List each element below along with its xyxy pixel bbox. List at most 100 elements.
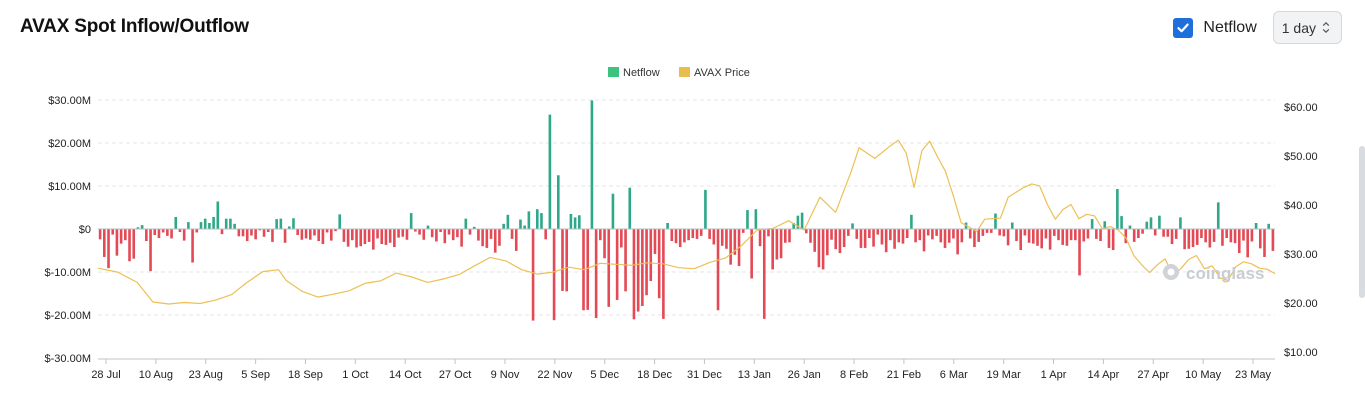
x-tick-label: 27 Oct bbox=[439, 369, 471, 381]
x-tick-label: 10 Aug bbox=[139, 369, 173, 381]
netflow-bar bbox=[1095, 229, 1098, 239]
netflow-bar bbox=[145, 229, 148, 242]
netflow-bar bbox=[926, 229, 930, 236]
netflow-bar bbox=[418, 229, 421, 235]
netflow-bar bbox=[620, 229, 623, 248]
interval-select[interactable]: 1 day bbox=[1272, 11, 1342, 44]
netflow-bar bbox=[149, 229, 152, 272]
netflow-bar bbox=[1002, 229, 1006, 237]
netflow-bar bbox=[510, 229, 514, 239]
x-tick-label: 22 Nov bbox=[537, 369, 572, 381]
netflow-bar bbox=[245, 229, 249, 242]
netflow-checkbox-label[interactable]: Netflow bbox=[1203, 18, 1257, 36]
netflow-bar bbox=[519, 219, 522, 229]
y-left-tick-label: $20.00M bbox=[48, 138, 91, 150]
netflow-bar bbox=[960, 229, 964, 243]
netflow-bar bbox=[136, 227, 140, 229]
netflow-bar bbox=[716, 229, 720, 311]
netflow-bar bbox=[741, 229, 745, 233]
netflow-bar bbox=[603, 229, 606, 259]
netflow-bar bbox=[321, 229, 325, 245]
netflow-bar bbox=[535, 209, 539, 229]
netflow-bar bbox=[653, 229, 657, 254]
netflow-bar bbox=[813, 229, 817, 252]
netflow-bar bbox=[1216, 202, 1220, 229]
netflow-bar bbox=[380, 229, 384, 245]
netflow-bar bbox=[733, 229, 737, 255]
netflow-bar bbox=[838, 229, 842, 254]
netflow-bar bbox=[884, 229, 888, 253]
netflow-bar bbox=[939, 229, 943, 243]
netflow-bar bbox=[203, 218, 207, 229]
netflow-bar bbox=[826, 229, 829, 256]
netflow-bar bbox=[695, 229, 699, 239]
netflow-bar bbox=[1254, 222, 1258, 229]
netflow-bar bbox=[199, 222, 203, 229]
netflow-bar bbox=[1204, 229, 1207, 243]
y-left-tick-label: $-20.00M bbox=[45, 310, 91, 322]
netflow-bar bbox=[645, 229, 648, 296]
y-left-tick-label: $30.00M bbox=[48, 95, 91, 107]
netflow-bar bbox=[266, 229, 270, 233]
netflow-bar bbox=[893, 229, 896, 249]
netflow-bar bbox=[817, 229, 821, 268]
netflow-bar bbox=[376, 229, 379, 239]
netflow-bar bbox=[468, 229, 472, 235]
netflow-bar bbox=[720, 229, 724, 246]
grid-lines bbox=[98, 99, 1275, 316]
netflow-bar bbox=[372, 229, 375, 250]
netflow-bar bbox=[1048, 229, 1052, 250]
netflow-bar bbox=[367, 229, 371, 242]
netflow-bar bbox=[952, 229, 955, 239]
netflow-bar bbox=[1237, 229, 1241, 254]
netflow-bar bbox=[401, 229, 405, 237]
netflow-bar bbox=[220, 229, 224, 235]
netflow-bar bbox=[195, 229, 199, 233]
netflow-bar bbox=[851, 223, 854, 229]
netflow-bar bbox=[132, 229, 136, 259]
netflow-bar bbox=[750, 229, 753, 279]
netflow-bar bbox=[1187, 229, 1191, 249]
netflow-bar bbox=[1149, 217, 1153, 229]
netflow-bar bbox=[1124, 229, 1128, 244]
netflow-bar bbox=[119, 229, 123, 244]
netflow-bar bbox=[443, 229, 447, 244]
netflow-bar bbox=[1107, 229, 1111, 248]
netflow-bar bbox=[481, 229, 484, 247]
netflow-bar bbox=[279, 218, 283, 229]
netflow-bar bbox=[191, 229, 194, 263]
legend-swatch-1 bbox=[679, 67, 690, 77]
netflow-bar bbox=[1170, 229, 1174, 245]
x-tick-label: 13 Jan bbox=[738, 369, 771, 381]
netflow-bar bbox=[330, 229, 333, 241]
scrollbar[interactable] bbox=[1359, 146, 1365, 298]
y-left-tick-label: $-30.00M bbox=[45, 353, 91, 365]
x-tick-label: 23 Aug bbox=[189, 369, 223, 381]
netflow-bar bbox=[283, 229, 287, 243]
legend-label: AVAX Price bbox=[694, 67, 750, 79]
netflow-bar bbox=[422, 229, 426, 240]
price-line-layer bbox=[97, 139, 1276, 305]
netflow-bar bbox=[1057, 229, 1060, 241]
netflow-bar bbox=[254, 229, 257, 240]
netflow-bar bbox=[1271, 229, 1275, 251]
netflow-checkbox[interactable] bbox=[1173, 17, 1194, 38]
netflow-bar bbox=[262, 229, 266, 237]
netflow-bar bbox=[1040, 229, 1044, 249]
netflow-bar bbox=[947, 229, 951, 243]
netflow-bar bbox=[258, 229, 262, 231]
netflow-bar bbox=[632, 229, 636, 320]
netflow-bar bbox=[1069, 229, 1073, 241]
netflow-bar bbox=[859, 229, 863, 248]
netflow-bar bbox=[544, 229, 547, 240]
netflow-bar bbox=[678, 229, 682, 248]
netflow-bar bbox=[607, 229, 611, 307]
netflow-bar bbox=[384, 229, 388, 245]
netflow-bar bbox=[561, 229, 564, 291]
x-tick-label: 1 Apr bbox=[1041, 369, 1067, 381]
netflow-bar bbox=[624, 229, 627, 292]
netflow-bar bbox=[451, 229, 455, 241]
netflow-bar bbox=[1208, 229, 1212, 248]
netflow-bar bbox=[834, 229, 838, 250]
netflow-bar bbox=[1031, 229, 1035, 244]
